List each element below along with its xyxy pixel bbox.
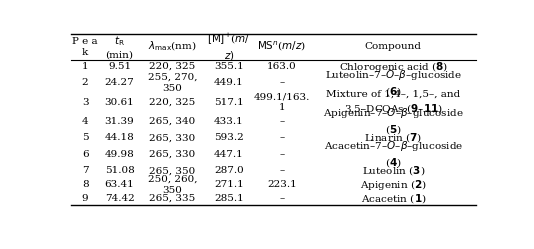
- Text: 265, 350: 265, 350: [149, 166, 195, 175]
- Text: 265, 335: 265, 335: [149, 194, 195, 203]
- Text: 499.1/163.
1: 499.1/163. 1: [254, 92, 310, 112]
- Text: 449.1: 449.1: [214, 78, 244, 87]
- Text: 63.41: 63.41: [105, 180, 135, 189]
- Text: 9: 9: [82, 194, 89, 203]
- Text: Luteolin–7–$O$–$\beta$–glucoside
($\mathbf{6}$): Luteolin–7–$O$–$\beta$–glucoside ($\math…: [325, 68, 462, 98]
- Text: Apigenin ($\mathbf{2}$): Apigenin ($\mathbf{2}$): [360, 178, 427, 192]
- Text: Luteolin ($\mathbf{3}$): Luteolin ($\mathbf{3}$): [362, 164, 425, 177]
- Text: –: –: [279, 166, 285, 175]
- Text: –: –: [279, 133, 285, 142]
- Text: 8: 8: [82, 180, 89, 189]
- Text: Apigenin–7–$O$–$\beta$–glucoside
($\mathbf{5}$): Apigenin–7–$O$–$\beta$–glucoside ($\math…: [323, 106, 464, 136]
- Text: 49.98: 49.98: [105, 150, 135, 159]
- Text: 355.1: 355.1: [214, 62, 244, 71]
- Text: 3: 3: [82, 98, 89, 107]
- Text: –: –: [279, 150, 285, 159]
- Text: 4: 4: [82, 117, 89, 126]
- Text: $t_{\mathrm{R}}$
(min): $t_{\mathrm{R}}$ (min): [106, 34, 134, 59]
- Text: –: –: [279, 117, 285, 126]
- Text: 9.51: 9.51: [108, 62, 131, 71]
- Text: $\mathrm{MS}^{n}$($m/z$): $\mathrm{MS}^{n}$($m/z$): [257, 40, 307, 53]
- Text: 265, 340: 265, 340: [149, 117, 195, 126]
- Text: 74.42: 74.42: [105, 194, 135, 203]
- Text: –: –: [279, 194, 285, 203]
- Text: 433.1: 433.1: [214, 117, 244, 126]
- Text: 2: 2: [82, 78, 89, 87]
- Text: 593.2: 593.2: [214, 133, 244, 142]
- Text: 1: 1: [82, 62, 89, 71]
- Text: 265, 330: 265, 330: [149, 133, 195, 142]
- Text: 250, 260,
350: 250, 260, 350: [147, 175, 197, 195]
- Text: 223.1: 223.1: [267, 180, 297, 189]
- Text: 24.27: 24.27: [105, 78, 135, 87]
- Text: $[\mathrm{M}]^{+}$($m/$
$z)$: $[\mathrm{M}]^{+}$($m/$ $z)$: [208, 31, 250, 62]
- Text: Chlorogenic acid ($\mathbf{8}$): Chlorogenic acid ($\mathbf{8}$): [339, 60, 448, 73]
- Text: 220, 325: 220, 325: [149, 98, 195, 107]
- Text: 265, 330: 265, 330: [149, 150, 195, 159]
- Text: 163.0: 163.0: [267, 62, 297, 71]
- Text: Compound: Compound: [365, 42, 422, 51]
- Text: 6: 6: [82, 150, 89, 159]
- Text: P e a
k: P e a k: [72, 37, 98, 57]
- Text: 5: 5: [82, 133, 89, 142]
- Text: 220, 325: 220, 325: [149, 62, 195, 71]
- Text: 255, 270,
350: 255, 270, 350: [147, 73, 197, 93]
- Text: 285.1: 285.1: [214, 194, 244, 203]
- Text: 7: 7: [82, 166, 89, 175]
- Text: –: –: [279, 78, 285, 87]
- Text: 287.0: 287.0: [214, 166, 244, 175]
- Text: 517.1: 517.1: [214, 98, 244, 107]
- Text: $\lambda_{\mathrm{max}}$(nm): $\lambda_{\mathrm{max}}$(nm): [148, 40, 197, 54]
- Text: 44.18: 44.18: [105, 133, 135, 142]
- Text: Acacetin ($\mathbf{1}$): Acacetin ($\mathbf{1}$): [360, 192, 426, 205]
- Text: 51.08: 51.08: [105, 166, 135, 175]
- Text: 30.61: 30.61: [105, 98, 135, 107]
- Text: 447.1: 447.1: [214, 150, 244, 159]
- Text: 31.39: 31.39: [105, 117, 135, 126]
- Text: Acacetin–7–$O$–$\beta$–glucoside
($\mathbf{4}$): Acacetin–7–$O$–$\beta$–glucoside ($\math…: [324, 139, 463, 169]
- Text: Mixture of 1,4–, 1,5–, and
3,5–DCQAs ($\mathbf{9}$–$\mathbf{11}$): Mixture of 1,4–, 1,5–, and 3,5–DCQAs ($\…: [326, 90, 460, 115]
- Text: 271.1: 271.1: [214, 180, 244, 189]
- Text: Linarin ($\mathbf{7}$): Linarin ($\mathbf{7}$): [364, 131, 422, 144]
